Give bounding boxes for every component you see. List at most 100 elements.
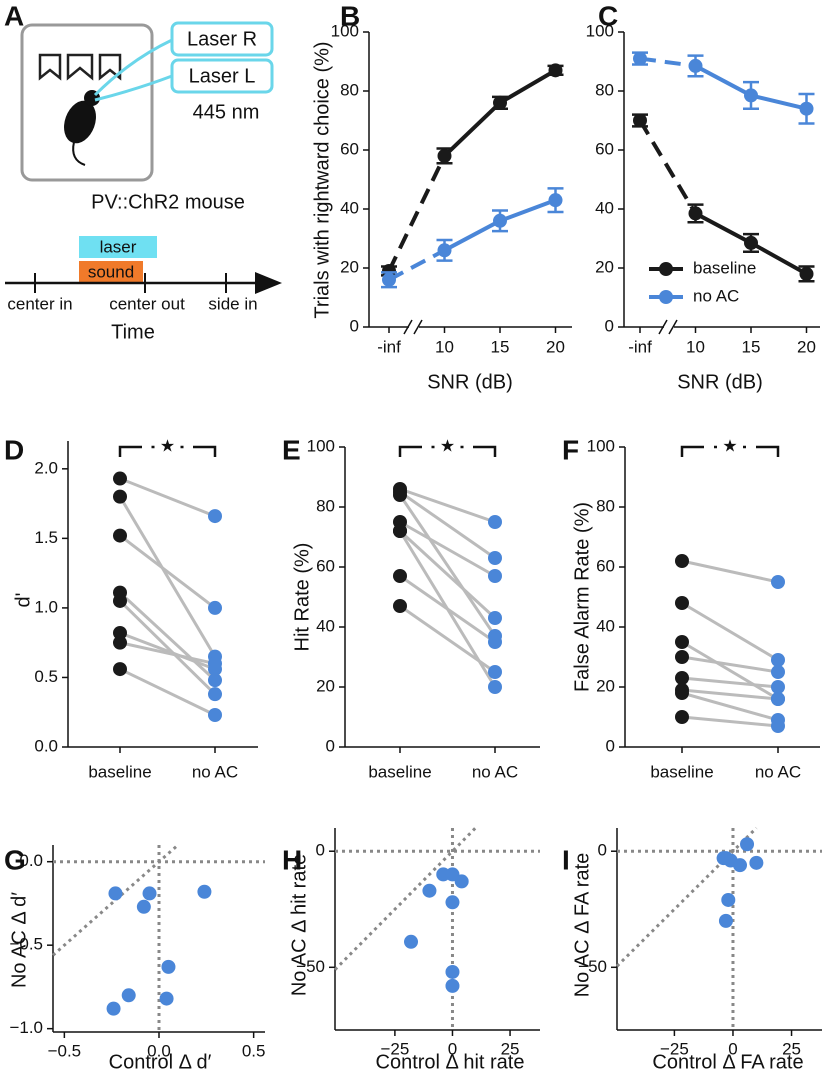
point bbox=[422, 883, 437, 898]
x-tick-label: no AC bbox=[755, 762, 801, 781]
point bbox=[488, 635, 502, 649]
y-tick-label: −1.0 bbox=[9, 1018, 43, 1037]
point bbox=[197, 884, 212, 899]
point bbox=[393, 524, 407, 538]
pair-line bbox=[398, 494, 497, 637]
point bbox=[675, 635, 689, 649]
y-axis-label: False Alarm Rate (%) bbox=[571, 502, 593, 692]
point bbox=[488, 515, 502, 529]
significance-star: ★ bbox=[160, 436, 175, 455]
point bbox=[548, 193, 563, 208]
y-tick-label: 1.0 bbox=[34, 597, 58, 616]
series-line bbox=[387, 155, 447, 272]
y-tick-label: −50 bbox=[578, 957, 607, 976]
point bbox=[675, 686, 689, 700]
panel-letter: B bbox=[340, 0, 360, 31]
y-axis-label: d' bbox=[12, 593, 34, 608]
point bbox=[721, 892, 736, 907]
significance-bracket bbox=[398, 445, 497, 457]
pair-line bbox=[681, 640, 779, 701]
x-tick-label: baseline bbox=[368, 762, 431, 781]
y-tick-label: 0 bbox=[350, 316, 359, 335]
point bbox=[749, 855, 764, 870]
y-axis-label: Trials with rightward choice (%) bbox=[311, 41, 333, 318]
box bbox=[20, 23, 154, 182]
y-tick-label: 60 bbox=[595, 139, 614, 158]
y-axis-label: Hit Rate (%) bbox=[291, 543, 313, 652]
point bbox=[675, 671, 689, 685]
point bbox=[675, 596, 689, 610]
point bbox=[771, 665, 785, 679]
identity-line bbox=[333, 826, 477, 971]
axis-break bbox=[403, 319, 423, 335]
panel-letter: G bbox=[4, 844, 26, 875]
point bbox=[716, 851, 731, 866]
y-tick-label: 100 bbox=[586, 21, 614, 40]
point bbox=[799, 266, 814, 281]
pair-line bbox=[399, 490, 496, 560]
significance-star: ★ bbox=[440, 436, 455, 455]
point bbox=[445, 978, 460, 993]
point bbox=[633, 51, 647, 66]
point bbox=[633, 113, 647, 128]
point bbox=[382, 272, 396, 287]
point bbox=[771, 719, 785, 733]
point bbox=[113, 489, 127, 504]
pair-line bbox=[681, 676, 779, 689]
y-tick-label: −50 bbox=[296, 957, 325, 976]
point bbox=[771, 653, 785, 667]
x-tick-label: -inf bbox=[377, 337, 401, 356]
x-tick-label: no AC bbox=[472, 762, 518, 781]
y-tick-label: 2.0 bbox=[34, 458, 58, 477]
point bbox=[688, 206, 703, 221]
pair-line bbox=[118, 599, 217, 696]
series-line bbox=[750, 241, 808, 276]
x-tick-label: baseline bbox=[650, 762, 713, 781]
x-tick-label: -inf bbox=[628, 337, 652, 356]
point bbox=[136, 899, 151, 914]
fibers bbox=[93, 38, 173, 102]
y-tick-label: 0.0 bbox=[34, 736, 58, 755]
x-tick-label: 0.5 bbox=[242, 1041, 266, 1060]
point bbox=[771, 575, 785, 589]
point bbox=[445, 895, 460, 910]
x-tick-label: −0.5 bbox=[48, 1041, 82, 1060]
x-tick-label: 0 bbox=[448, 1039, 457, 1058]
y-axis-label: No AC Δ FA rate bbox=[571, 853, 593, 998]
pair-line bbox=[399, 487, 496, 524]
y-tick-label: 40 bbox=[595, 198, 614, 217]
series-line bbox=[694, 64, 752, 98]
y-tick-label: 0 bbox=[605, 316, 614, 335]
x-axis-label: SNR (dB) bbox=[427, 371, 513, 393]
pair-line bbox=[119, 631, 216, 671]
point bbox=[718, 913, 733, 928]
panel-letter: H bbox=[282, 844, 302, 875]
y-tick-label: 20 bbox=[595, 257, 614, 276]
point bbox=[733, 858, 747, 873]
y-tick-label: 0 bbox=[606, 736, 615, 755]
point bbox=[121, 988, 136, 1003]
pair-line bbox=[681, 655, 779, 674]
y-tick-label: 60 bbox=[316, 556, 335, 575]
point bbox=[159, 991, 174, 1006]
identity-line bbox=[615, 826, 758, 968]
point bbox=[744, 235, 758, 250]
y-tick-label: 40 bbox=[340, 198, 359, 217]
mouse-label: PV::ChR2 mouse bbox=[91, 191, 245, 213]
x-tick-label: no AC bbox=[192, 762, 238, 781]
legend-label: no AC bbox=[693, 286, 739, 305]
x-tick-label: 25 bbox=[782, 1039, 801, 1058]
pair-line bbox=[118, 591, 217, 682]
point bbox=[393, 488, 407, 502]
time-label: Time bbox=[111, 321, 155, 343]
y-axis-label: No AC Δ hit rate bbox=[288, 854, 310, 996]
laser-box bbox=[170, 21, 274, 57]
pair-line bbox=[681, 601, 779, 662]
y-tick-label: 20 bbox=[316, 676, 335, 695]
point bbox=[675, 710, 689, 724]
point bbox=[113, 625, 127, 640]
laser-text: laser bbox=[100, 237, 137, 256]
y-tick-label: 100 bbox=[307, 436, 335, 455]
point bbox=[771, 692, 785, 706]
